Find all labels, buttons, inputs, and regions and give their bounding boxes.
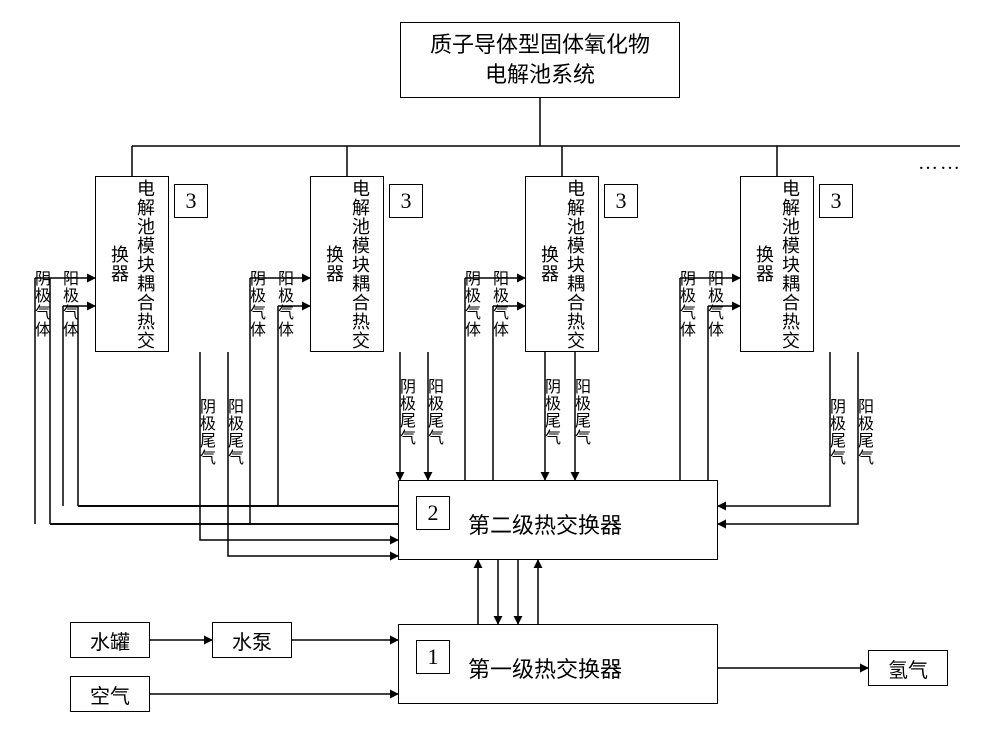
module-box-0: 电解池模块耦合热交换器 bbox=[95, 176, 169, 352]
module-num-1: 3 bbox=[389, 184, 423, 218]
vertical-label: 阴极气体 bbox=[458, 270, 482, 338]
diagram-stage: 质子导体型固体氧化物电解池系统……电解池模块耦合热交换器3电解池模块耦合热交换器… bbox=[0, 0, 1000, 733]
tank-box: 水罐 bbox=[70, 622, 150, 658]
hex2-num: 2 bbox=[416, 496, 450, 530]
module-num-3: 3 bbox=[819, 184, 853, 218]
vertical-label: 阳极尾气 bbox=[221, 398, 245, 466]
vertical-label: 阳极尾气 bbox=[421, 378, 445, 446]
hex1-num: 1 bbox=[416, 640, 450, 674]
ellipsis: …… bbox=[918, 152, 962, 175]
vertical-label: 阳极尾气 bbox=[568, 378, 592, 446]
vertical-label: 阴极尾气 bbox=[193, 398, 217, 466]
module-box-3: 电解池模块耦合热交换器 bbox=[740, 176, 814, 352]
vertical-label: 阴极尾气 bbox=[538, 378, 562, 446]
module-num-2: 3 bbox=[604, 184, 638, 218]
vertical-label: 阳极气体 bbox=[56, 270, 80, 338]
hex1-label: 第一级热交换器 bbox=[468, 652, 622, 684]
vertical-label: 阴极气体 bbox=[243, 270, 267, 338]
module-box-1: 电解池模块耦合热交换器 bbox=[310, 176, 384, 352]
pump-box: 水泵 bbox=[212, 622, 292, 658]
vertical-label: 阴极尾气 bbox=[823, 398, 847, 466]
vertical-label: 阴极气体 bbox=[28, 270, 52, 338]
module-num-0: 3 bbox=[174, 184, 208, 218]
vertical-label: 阳极气体 bbox=[271, 270, 295, 338]
vertical-label: 阴极气体 bbox=[673, 270, 697, 338]
module-box-2: 电解池模块耦合热交换器 bbox=[525, 176, 599, 352]
h2-box: 氢气 bbox=[868, 650, 948, 686]
vertical-label: 阳极尾气 bbox=[851, 398, 875, 466]
vertical-label: 阳极气体 bbox=[701, 270, 725, 338]
vertical-label: 阴极尾气 bbox=[393, 378, 417, 446]
title-box: 质子导体型固体氧化物电解池系统 bbox=[400, 22, 680, 98]
vertical-label: 阳极气体 bbox=[486, 270, 510, 338]
air-box: 空气 bbox=[70, 676, 150, 712]
hex2-label: 第二级热交换器 bbox=[468, 508, 622, 540]
